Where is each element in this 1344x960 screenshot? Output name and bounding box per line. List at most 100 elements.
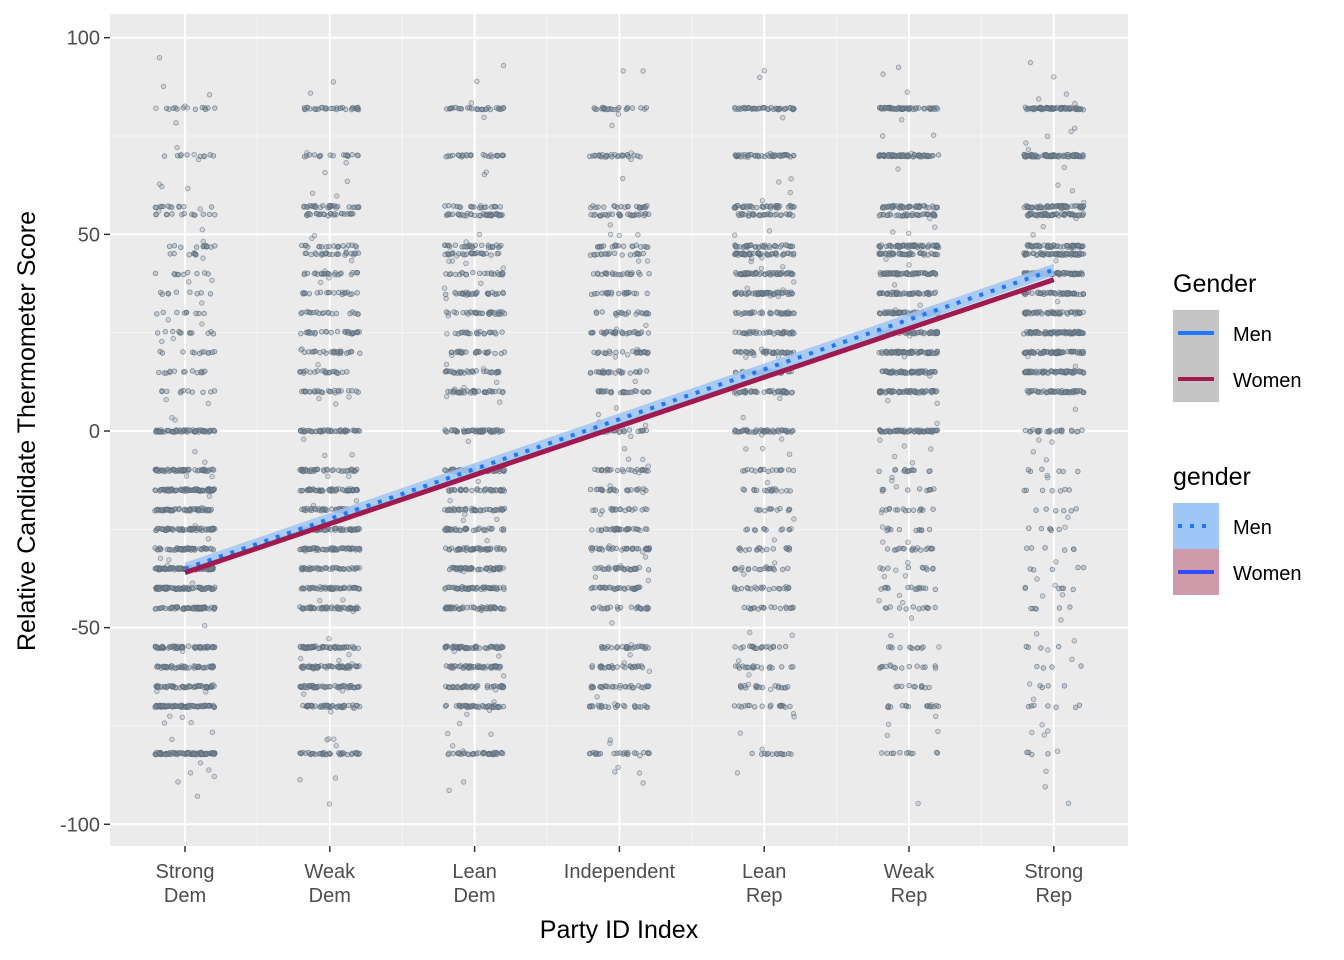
data-point — [159, 388, 165, 395]
data-point — [601, 566, 608, 572]
data-point — [444, 429, 450, 435]
data-point — [188, 719, 194, 726]
data-point — [192, 644, 199, 650]
data-point — [199, 300, 205, 306]
data-point — [460, 152, 466, 159]
data-point — [155, 750, 162, 756]
data-point — [619, 152, 625, 158]
data-point — [335, 243, 341, 249]
data-point — [201, 349, 207, 355]
data-point — [154, 330, 161, 336]
data-point — [628, 604, 635, 610]
data-point — [161, 720, 168, 726]
data-point — [595, 411, 602, 418]
data-point — [354, 204, 360, 211]
data-point — [750, 212, 757, 218]
data-point — [160, 83, 167, 90]
data-point — [321, 468, 327, 474]
data-point — [740, 486, 746, 492]
data-point — [640, 428, 646, 434]
data-point — [326, 750, 332, 756]
data-point — [170, 507, 176, 514]
data-point — [644, 290, 650, 297]
data-point — [487, 212, 493, 219]
data-point — [353, 751, 360, 757]
data-point — [777, 505, 783, 512]
data-point — [779, 526, 786, 532]
data-point — [297, 369, 303, 375]
data-point — [321, 565, 328, 571]
data-point — [299, 242, 305, 249]
data-point — [488, 152, 494, 158]
data-point — [206, 91, 213, 98]
data-point — [773, 309, 780, 315]
data-point — [620, 175, 626, 182]
data-point — [339, 369, 346, 375]
data-point — [451, 506, 458, 512]
data-point — [190, 506, 196, 512]
data-point — [788, 390, 795, 396]
data-point — [492, 605, 498, 612]
data-point — [752, 565, 758, 572]
data-point — [305, 349, 312, 355]
data-point — [209, 729, 216, 735]
data-point — [772, 242, 778, 249]
data-point — [152, 204, 158, 210]
data-point — [599, 467, 605, 473]
data-point — [613, 349, 619, 355]
data-point — [168, 605, 174, 611]
data-point — [601, 204, 607, 210]
data-point — [451, 605, 457, 612]
data-point — [174, 144, 180, 151]
data-point — [482, 152, 488, 159]
data-point — [480, 704, 487, 710]
data-point — [738, 585, 745, 592]
data-point — [637, 527, 643, 534]
data-point — [447, 498, 453, 504]
data-point — [205, 330, 211, 336]
data-point — [638, 310, 644, 316]
data-point — [177, 547, 183, 553]
data-point — [193, 244, 200, 250]
data-point — [462, 663, 469, 669]
data-point — [457, 644, 463, 650]
data-point — [603, 683, 609, 690]
data-point — [333, 310, 340, 317]
data-point — [336, 467, 342, 473]
data-point — [481, 114, 487, 121]
data-point — [596, 546, 602, 552]
data-point — [606, 566, 612, 572]
data-point — [199, 527, 205, 534]
data-point — [318, 279, 324, 286]
data-point — [192, 449, 198, 455]
data-point — [634, 250, 640, 256]
data-point — [759, 346, 765, 352]
data-point — [759, 255, 765, 261]
data-point — [791, 310, 797, 317]
data-point — [208, 546, 215, 552]
data-point — [624, 352, 631, 358]
data-point — [469, 487, 475, 494]
data-point — [445, 730, 451, 737]
data-point — [752, 468, 758, 474]
data-point — [761, 605, 767, 611]
data-point — [601, 644, 608, 650]
data-point — [612, 242, 618, 248]
data-point — [788, 605, 794, 611]
data-point — [592, 565, 598, 571]
data-point — [345, 565, 351, 572]
data-point — [314, 210, 320, 217]
data-point — [161, 663, 167, 670]
data-point — [187, 683, 193, 690]
data-point — [450, 743, 456, 749]
data-point — [325, 427, 332, 433]
data-point — [351, 584, 357, 591]
data-point — [732, 232, 738, 238]
data-point — [443, 295, 449, 302]
data-point — [352, 243, 358, 249]
data-point — [353, 250, 359, 256]
data-point — [765, 643, 771, 650]
data-point — [761, 243, 767, 249]
data-point — [190, 605, 196, 611]
data-point — [497, 399, 503, 405]
